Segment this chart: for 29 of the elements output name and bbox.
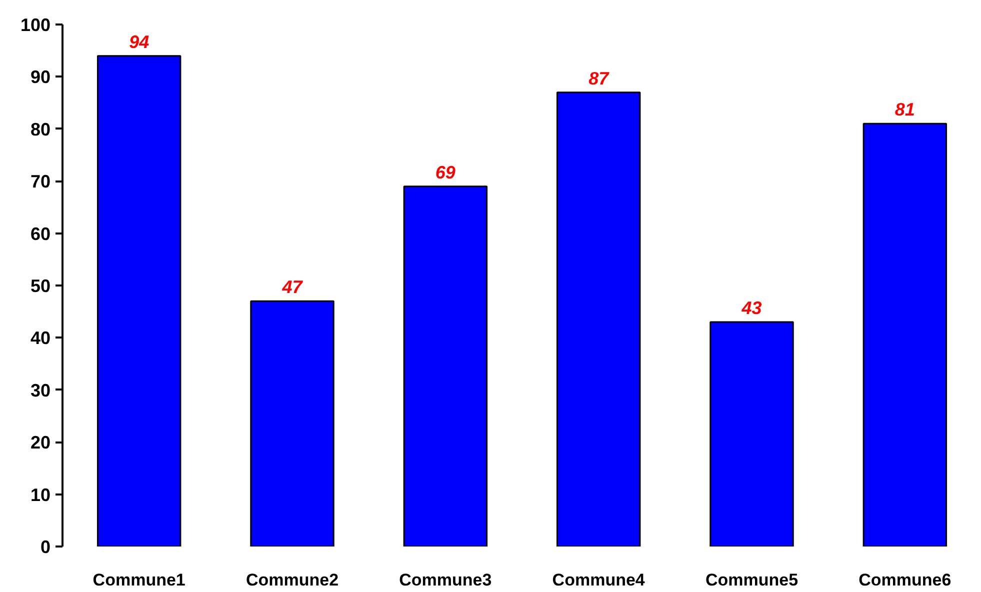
x-tick-label: Commune6 (858, 570, 952, 590)
bar (710, 321, 794, 546)
data-label: 94 (129, 32, 150, 52)
y-tick-label: 90 (30, 67, 51, 88)
y-tick-label: 40 (30, 328, 51, 348)
bar (862, 122, 948, 546)
y-tick-label: 10 (30, 484, 51, 505)
bar (403, 186, 488, 546)
data-label: 69 (435, 162, 456, 182)
data-label: 47 (281, 277, 304, 298)
y-tick-label: 30 (30, 380, 51, 400)
data-label: 81 (894, 100, 915, 120)
y-tick-label: 60 (30, 224, 51, 244)
x-tick-label: Commune2 (246, 570, 339, 590)
bar (250, 300, 334, 546)
y-tick-label: 0 (40, 537, 51, 557)
x-tick-label: Commune1 (92, 570, 186, 590)
y-tick-label: 80 (30, 119, 51, 140)
y-tick-label: 70 (30, 172, 51, 192)
y-tick-label: 100 (20, 15, 51, 35)
x-tick-label: Commune3 (399, 570, 492, 590)
y-tick-label: 20 (30, 432, 51, 453)
y-tick-label: 50 (30, 276, 51, 296)
data-label: 43 (740, 298, 762, 318)
x-tick-label: Commune4 (552, 570, 646, 590)
data-label: 87 (588, 68, 610, 88)
x-tick-label: Commune5 (705, 570, 798, 590)
bar (96, 55, 182, 546)
bar (556, 92, 641, 546)
